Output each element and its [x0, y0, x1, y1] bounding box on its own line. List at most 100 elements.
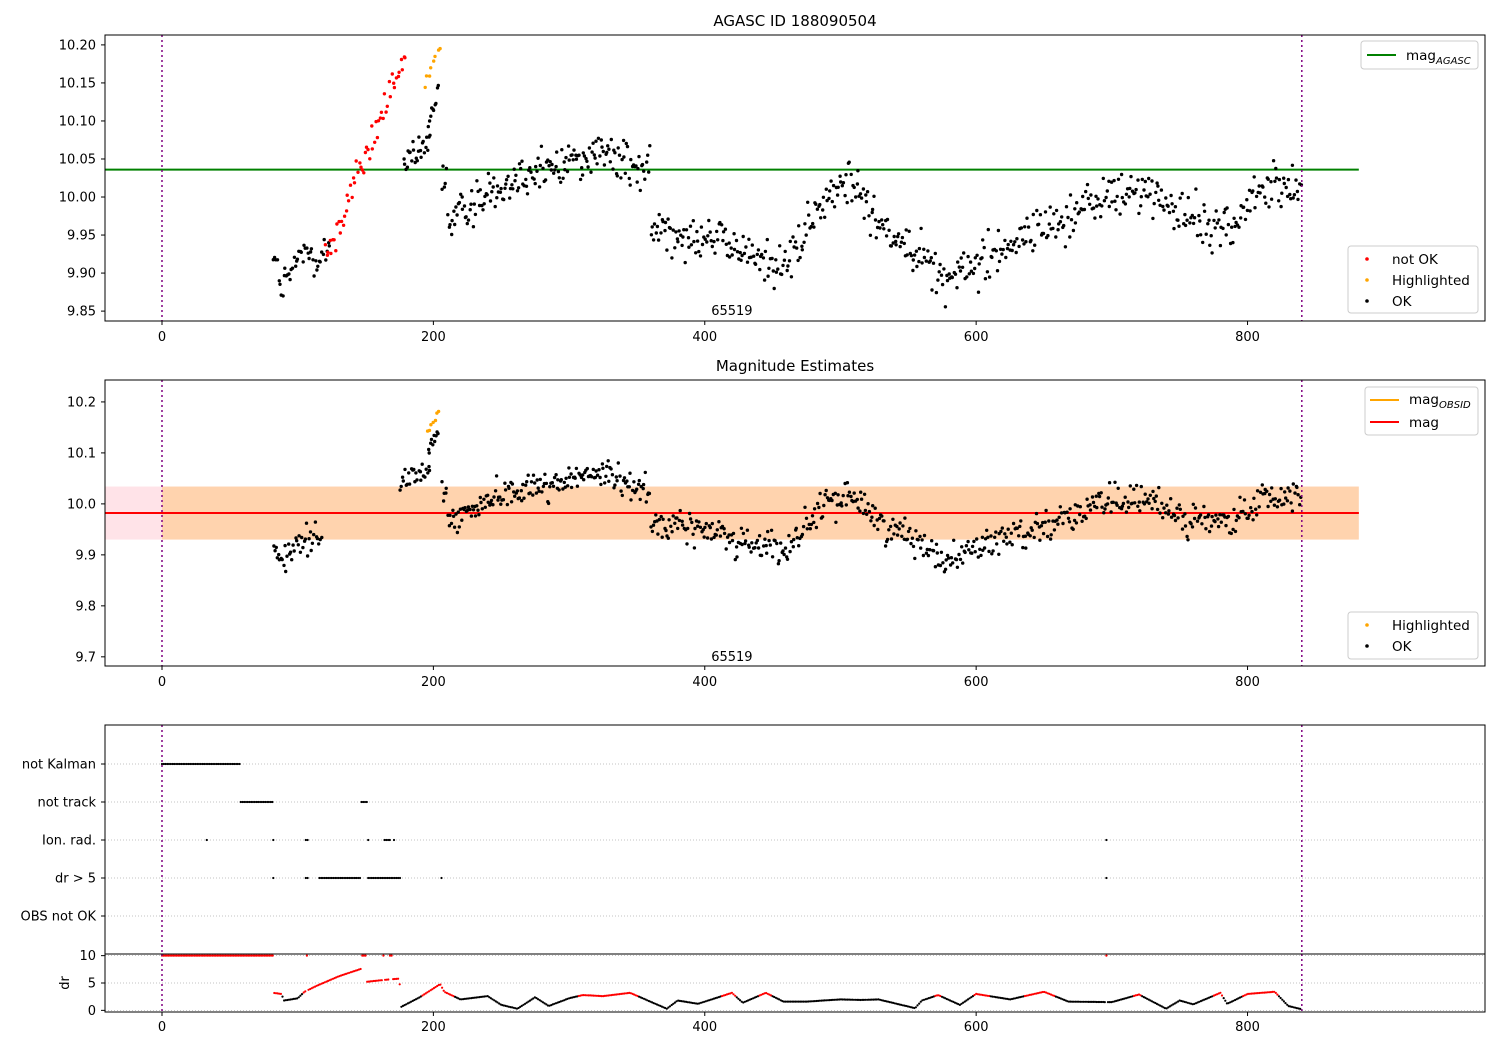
point-ok [742, 251, 747, 256]
point-not-ok [366, 147, 370, 152]
point-ok [302, 243, 306, 247]
point-ok [911, 268, 915, 273]
dr-point-red [432, 987, 435, 990]
point-ok [1159, 188, 1164, 192]
point-ok [1088, 503, 1092, 507]
point-ok [565, 169, 570, 174]
point-ok [948, 563, 953, 567]
point-ok [567, 475, 572, 479]
point-ok [836, 185, 840, 189]
point-ok [967, 272, 971, 276]
dr-point-red [305, 954, 308, 957]
point-ok [986, 227, 990, 232]
point-ok [768, 543, 772, 547]
point-ok [473, 514, 478, 518]
dr-point-red [266, 954, 269, 957]
point-ok [455, 530, 460, 535]
dr-point-red [761, 993, 764, 996]
point-ok [694, 251, 698, 255]
point-ok [706, 234, 710, 238]
point-ok [997, 552, 1001, 556]
dr-point-red [382, 954, 385, 957]
dr-point-red [973, 993, 976, 997]
point-ok [665, 248, 669, 252]
dr-point-red [439, 983, 442, 986]
point-ok [691, 219, 695, 223]
flag-point [212, 762, 215, 766]
point-ok [659, 514, 663, 519]
point-ok [909, 253, 914, 258]
point-ok [1114, 208, 1118, 212]
point-ok [931, 549, 936, 553]
point-ok [654, 231, 658, 235]
point-ok [287, 272, 291, 276]
dr-point [462, 998, 465, 1001]
point-not-ok [396, 74, 401, 79]
flag-point [208, 762, 211, 766]
point-ok [873, 218, 878, 222]
dr-point [786, 1000, 789, 1003]
dr-point [672, 1002, 675, 1005]
dr-point-red [219, 954, 222, 957]
point-ok [1006, 527, 1010, 531]
dr-point [517, 1006, 520, 1010]
point-ok [935, 551, 939, 555]
point-ok [312, 274, 316, 278]
point-ok [401, 479, 405, 483]
point-ok [1232, 216, 1236, 220]
point-ok [1169, 497, 1173, 501]
point-ok [540, 490, 544, 494]
dr-point-red [1260, 991, 1263, 994]
point-ok [441, 499, 446, 503]
dr-point [1009, 998, 1012, 1001]
dr-point [1092, 1000, 1095, 1004]
point-ok [674, 230, 678, 234]
dr-point-red [208, 954, 211, 957]
flag-point [1105, 838, 1108, 842]
dr-point-red [247, 954, 250, 957]
point-ok [677, 518, 682, 523]
point-ok [1076, 504, 1080, 508]
point-ok [557, 176, 561, 180]
dr-point-red [598, 994, 602, 998]
point-ok [1158, 203, 1162, 207]
point-ok [1292, 193, 1297, 197]
point-not-ok [387, 79, 392, 84]
point-ok [1229, 531, 1234, 536]
point-ok [855, 497, 859, 502]
dr-point-red [615, 993, 618, 996]
point-ok [862, 216, 866, 220]
point-ok [1008, 540, 1012, 544]
point-ok [1010, 248, 1014, 253]
point-ok [519, 166, 523, 171]
point-ok [1290, 509, 1295, 513]
point-ok [1190, 525, 1195, 529]
point-ok [847, 490, 852, 494]
point-ok [1030, 528, 1034, 532]
point-ok [747, 237, 751, 241]
point-ok [1151, 216, 1155, 221]
point-ok [1197, 213, 1201, 218]
point-ok [775, 541, 779, 546]
flag-label: not track [37, 796, 96, 811]
point-ok [617, 153, 622, 157]
point-ok [522, 496, 526, 500]
flag-point [219, 762, 222, 766]
point-ok [284, 569, 288, 574]
point-ok [1089, 193, 1093, 197]
point-ok [1015, 237, 1019, 241]
dr-point-red [979, 993, 983, 996]
point-ok [771, 269, 775, 273]
dr-point [299, 994, 302, 997]
point-ok [412, 467, 416, 472]
dr-point [1097, 1000, 1100, 1004]
point-ok [491, 185, 495, 189]
point-ok [903, 516, 907, 520]
point-not-ok [328, 238, 332, 243]
point-not-ok [345, 193, 349, 197]
dr-point [1295, 1007, 1298, 1010]
point-ok [691, 532, 695, 536]
dr-point [1204, 998, 1207, 1001]
dr-point [475, 996, 478, 999]
point-ok [1128, 186, 1132, 191]
